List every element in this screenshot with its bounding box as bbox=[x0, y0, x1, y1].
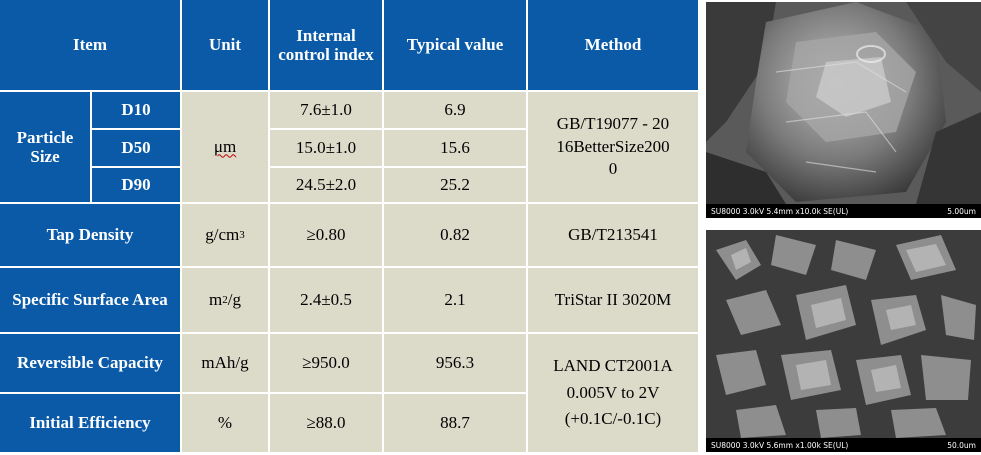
tap-density-typical: 0.82 bbox=[384, 204, 526, 266]
reversible-capacity-label: Reversible Capacity bbox=[0, 334, 180, 392]
header-item: Item bbox=[0, 0, 180, 90]
capacity-method-line2: 0.005V to 2V bbox=[566, 382, 660, 402]
d90-index: 24.5±2.0 bbox=[270, 168, 382, 202]
particle-size-method-text: GB/T19077 - 2016BetterSize2000 bbox=[556, 113, 670, 179]
d10-label: D10 bbox=[92, 92, 180, 128]
sem-scale-2: 50.0um bbox=[947, 440, 976, 450]
header-internal-control-index: Internal control index bbox=[270, 0, 382, 90]
initial-efficiency-typical: 88.7 bbox=[384, 394, 526, 452]
capacity-method-line1: LAND CT2001A bbox=[553, 356, 673, 376]
initial-efficiency-index: ≥88.0 bbox=[270, 394, 382, 452]
tap-density-unit-base: g/cm bbox=[205, 225, 240, 245]
header-unit: Unit bbox=[182, 0, 268, 90]
tap-density-index: ≥0.80 bbox=[270, 204, 382, 266]
specific-surface-area-unit: m 2/g bbox=[182, 268, 268, 332]
micrometer-unit-text: μm bbox=[213, 137, 237, 157]
initial-efficiency-label: Initial Efficiency bbox=[0, 394, 180, 452]
particle-size-label: Particle Size bbox=[0, 92, 90, 202]
header-typical-value: Typical value bbox=[384, 0, 526, 90]
specific-surface-area-method: TriStar II 3020M bbox=[528, 268, 698, 332]
sem-info-1: SU8000 3.0kV 5.4mm x10.0k SE(UL) bbox=[711, 206, 849, 216]
sem-micrograph-2-graphic bbox=[706, 230, 981, 452]
capacity-method: LAND CT2001A 0.005V to 2V (+0.1C/-0.1C) bbox=[528, 334, 698, 452]
ssa-unit-tail: /g bbox=[227, 290, 241, 310]
specific-surface-area-typical: 2.1 bbox=[384, 268, 526, 332]
sem-micrograph-1-graphic bbox=[706, 2, 981, 218]
sem-info-bar-1: SU8000 3.0kV 5.4mm x10.0k SE(UL) 5.00um bbox=[706, 204, 981, 218]
particle-size-unit: μm bbox=[182, 92, 268, 202]
tap-density-method: GB/T213541 bbox=[528, 204, 698, 266]
header-method: Method bbox=[528, 0, 698, 90]
capacity-method-line3: (+0.1C/-0.1C) bbox=[564, 409, 662, 429]
sem-image-low-mag: SU8000 3.0kV 5.6mm x1.00k SE(UL) 50.0um bbox=[706, 230, 981, 452]
sem-info-2: SU8000 3.0kV 5.6mm x1.00k SE(UL) bbox=[711, 440, 849, 450]
d50-label: D50 bbox=[92, 130, 180, 166]
tap-density-label: Tap Density bbox=[0, 204, 180, 266]
sem-image-high-mag: SU8000 3.0kV 5.4mm x10.0k SE(UL) 5.00um bbox=[706, 2, 981, 218]
d90-typical: 25.2 bbox=[384, 168, 526, 202]
d90-label: D90 bbox=[92, 168, 180, 202]
ssa-unit-base: m bbox=[209, 290, 223, 310]
tap-density-unit: g/cm 3 bbox=[182, 204, 268, 266]
initial-efficiency-unit: % bbox=[182, 394, 268, 452]
reversible-capacity-typical: 956.3 bbox=[384, 334, 526, 392]
specific-surface-area-label: Specific Surface Area bbox=[0, 268, 180, 332]
specific-surface-area-index: 2.4±0.5 bbox=[270, 268, 382, 332]
reversible-capacity-unit: mAh/g bbox=[182, 334, 268, 392]
d10-index: 7.6±1.0 bbox=[270, 92, 382, 128]
sem-scale-1: 5.00um bbox=[947, 206, 976, 216]
reversible-capacity-index: ≥950.0 bbox=[270, 334, 382, 392]
d50-typical: 15.6 bbox=[384, 130, 526, 166]
d10-typical: 6.9 bbox=[384, 92, 526, 128]
sem-info-bar-2: SU8000 3.0kV 5.6mm x1.00k SE(UL) 50.0um bbox=[706, 438, 981, 452]
d50-index: 15.0±1.0 bbox=[270, 130, 382, 166]
particle-size-method: GB/T19077 - 2016BetterSize2000 bbox=[528, 92, 698, 202]
